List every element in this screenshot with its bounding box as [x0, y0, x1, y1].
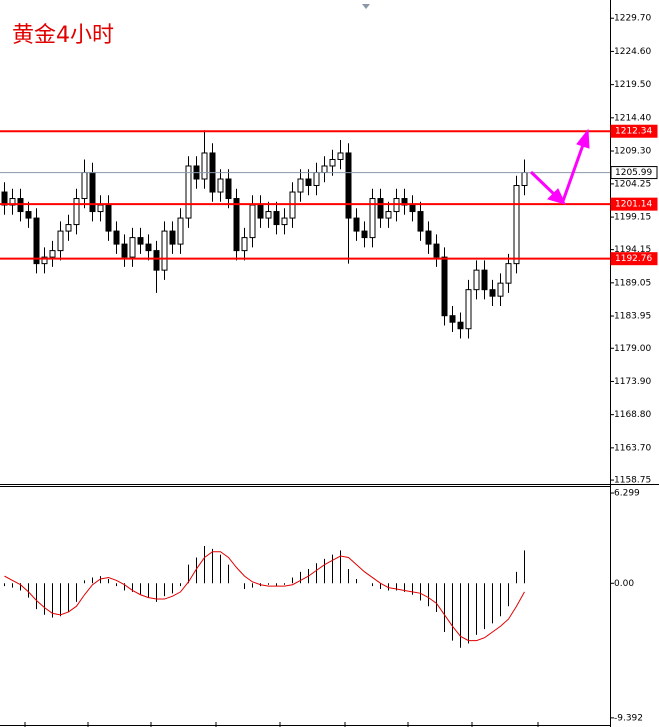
chart-title: 黄金4小时: [12, 23, 114, 48]
candle-body: [153, 250, 160, 271]
candle-body: [409, 204, 416, 213]
candle-body: [233, 198, 240, 252]
candle-body: [385, 211, 392, 219]
candle-body: [425, 230, 432, 245]
y-tick-label: 1229.70: [614, 14, 651, 24]
candle-body: [473, 269, 480, 291]
candle-body: [305, 178, 312, 187]
candle-body: [377, 198, 384, 219]
signal-line: [4, 551, 525, 642]
candle-body: [497, 282, 504, 297]
candle-body: [105, 204, 112, 232]
y-tick-label: 1214.40: [614, 113, 651, 123]
candle-body: [481, 269, 488, 291]
candle-body: [297, 178, 304, 193]
price-level-label: 1201.14: [615, 200, 652, 210]
candle-body: [249, 204, 256, 239]
candle-body: [353, 217, 360, 232]
price-level-label: 1212.34: [615, 127, 652, 137]
candle-body: [337, 152, 344, 160]
candle-body: [73, 198, 80, 226]
price-level-label: 1192.76: [615, 254, 652, 264]
y-tick-label: 1173.90: [614, 377, 651, 387]
y-tick-label: 1168.80: [614, 410, 651, 420]
candle-body: [361, 230, 368, 239]
y-tick-label: 1194.15: [614, 245, 651, 255]
candle-body: [57, 230, 64, 252]
candle-body: [329, 158, 336, 167]
candle-body: [257, 204, 264, 219]
candle-body: [513, 185, 520, 265]
y-tick-label: 1219.50: [614, 80, 651, 90]
candle-body: [89, 172, 96, 213]
y-tick-label: 1224.60: [614, 47, 651, 57]
y-tick-label: 1204.25: [614, 179, 651, 189]
candle-body: [465, 289, 472, 330]
candle-body: [177, 217, 184, 245]
candle-body: [41, 256, 48, 265]
candle-body: [113, 230, 120, 245]
y-tick-label: -9.392: [614, 713, 643, 723]
candle-body: [369, 198, 376, 239]
y-tick-label: 6.299: [614, 489, 640, 499]
candle-body: [433, 243, 440, 258]
candle-body: [49, 250, 56, 258]
candle-body: [185, 165, 192, 219]
candle-body: [25, 211, 32, 219]
candle-body: [441, 256, 448, 317]
candle-body: [489, 289, 496, 297]
y-tick-label: 1158.75: [614, 476, 651, 486]
candle-body: [97, 204, 104, 213]
candle-body: [217, 178, 224, 193]
y-tick-label: 1179.00: [614, 344, 651, 354]
candle-body: [137, 237, 144, 245]
price-level-tag: [610, 197, 658, 211]
price-level-tag: [610, 252, 658, 266]
candle-body: [33, 217, 40, 265]
y-tick-label: 1183.95: [614, 312, 651, 322]
candle-body: [65, 224, 72, 232]
candle-body: [145, 243, 152, 252]
y-tick-label: 0.00: [614, 579, 634, 589]
candle-body: [449, 315, 456, 323]
candle-body: [161, 230, 168, 271]
forecast-arrows: [529, 128, 590, 205]
candle-body: [273, 211, 280, 226]
y-tick-label: 1189.05: [614, 278, 651, 288]
candle-body: [281, 217, 288, 226]
candle-body: [1, 191, 8, 206]
candle-body: [345, 152, 352, 219]
candle-body: [225, 178, 232, 200]
candle-body: [417, 211, 424, 232]
price-level-label: 1205.99: [615, 168, 652, 178]
y-tick-label: 1163.70: [614, 443, 651, 453]
time-ticks: [24, 722, 539, 727]
shift-marker: [362, 4, 370, 9]
price-level-tag: [610, 166, 658, 180]
candle-body: [169, 230, 176, 245]
candle-body: [121, 243, 128, 258]
candle-body: [313, 172, 320, 187]
candle-body: [321, 165, 328, 174]
candle-body: [81, 172, 88, 200]
y-tick-label: 1199.15: [614, 213, 651, 223]
candle-body: [129, 237, 136, 258]
plot-area: 1229.70 1224.60 1219.50 1214.40 1209.30 1204.…: [0, 14, 658, 723]
candle-body: [201, 152, 208, 180]
candle-body: [265, 211, 272, 219]
candle-body: [521, 172, 528, 187]
candle-body: [457, 321, 464, 330]
candle-body: [505, 263, 512, 284]
y-tick-label: 1209.30: [614, 147, 651, 157]
price-level-tag: [610, 124, 658, 138]
candle-body: [241, 237, 248, 252]
